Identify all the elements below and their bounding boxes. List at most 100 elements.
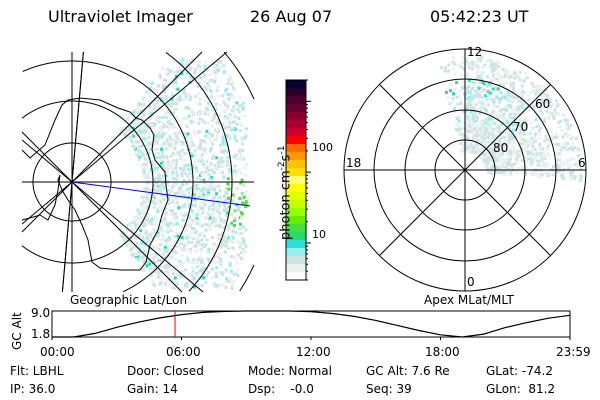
aurora-pixel xyxy=(501,156,505,160)
aurora-pixel xyxy=(124,233,128,237)
aurora-pixel xyxy=(162,248,166,252)
aurora-pixel xyxy=(168,83,172,87)
aurora-pixel xyxy=(163,114,167,118)
aurora-pixel xyxy=(160,193,164,197)
aurora-pixel xyxy=(219,259,223,263)
aurora-pixel xyxy=(517,105,521,109)
aurora-pixel xyxy=(491,133,495,137)
aurora-pixel xyxy=(486,135,490,139)
aurora-pixel xyxy=(456,127,460,131)
aurora-pixel xyxy=(119,234,123,238)
aurora-pixel xyxy=(491,119,495,123)
aurora-pixel xyxy=(135,241,139,245)
aurora-pixel xyxy=(485,109,488,113)
aurora-pixel xyxy=(543,171,547,175)
aurora-pixel xyxy=(233,102,237,106)
aurora-pixel xyxy=(564,127,568,131)
aurora-pixel xyxy=(185,285,189,288)
aurora-pixel xyxy=(238,149,242,153)
aurora-pixel xyxy=(134,235,138,239)
aurora-pixel xyxy=(518,121,522,125)
aurora-pixel xyxy=(210,267,214,271)
aurora-pixel xyxy=(163,90,167,94)
aurora-pixel xyxy=(196,84,200,88)
aurora-pixel xyxy=(507,155,511,158)
aurora-pixel xyxy=(146,129,150,133)
aurora-pixel xyxy=(175,131,179,135)
aurora-pixel xyxy=(545,147,549,151)
aurora-pixel xyxy=(221,141,225,144)
aurora-pixel xyxy=(167,195,171,199)
aurora-pixel xyxy=(193,148,197,152)
aurora-pixel xyxy=(132,110,135,114)
aurora-pixel xyxy=(540,105,544,109)
aurora-pixel xyxy=(231,209,235,213)
aurora-pixel xyxy=(146,118,150,122)
aurora-pixel xyxy=(201,211,205,214)
aurora-pixel xyxy=(469,64,473,68)
aurora-pixel xyxy=(171,152,175,155)
aurora-pixel xyxy=(207,250,211,254)
aurora-pixel xyxy=(142,171,146,175)
aurora-pixel xyxy=(228,277,232,281)
aurora-pixel xyxy=(147,192,151,195)
aurora-pixel xyxy=(156,275,160,279)
aurora-pixel xyxy=(207,257,210,261)
aurora-pixel xyxy=(145,266,149,270)
aurora-pixel xyxy=(165,147,169,151)
aurora-pixel xyxy=(198,65,202,69)
instrument-title: Ultraviolet Imager xyxy=(48,7,193,26)
aurora-pixel xyxy=(240,158,244,162)
aurora-pixel xyxy=(497,100,501,104)
aurora-pixel xyxy=(217,119,221,123)
aurora-pixel xyxy=(529,121,533,125)
aurora-pixel xyxy=(529,171,533,175)
aurora-pixel xyxy=(147,131,151,135)
aurora-pixel xyxy=(219,61,223,65)
aurora-pixel xyxy=(226,177,230,181)
aurora-pixel xyxy=(209,221,213,225)
aurora-pixel xyxy=(140,244,144,248)
aurora-pixel xyxy=(150,139,154,143)
aurora-pixel xyxy=(170,141,174,145)
aurora-pixel xyxy=(528,132,532,135)
aurora-pixel xyxy=(169,154,173,158)
aurora-pixel xyxy=(557,142,560,146)
aurora-pixel xyxy=(518,123,522,127)
aurora-pixel xyxy=(559,162,563,165)
aurora-pixel xyxy=(521,138,525,142)
aurora-pixel xyxy=(482,133,486,137)
aurora-pixel xyxy=(512,81,516,85)
aurora-pixel xyxy=(552,116,556,120)
aurora-pixel xyxy=(166,160,170,164)
aurora-pixel xyxy=(492,148,495,152)
aurora-pixel xyxy=(218,195,221,199)
aurora-pixel xyxy=(142,112,146,115)
aurora-pixel xyxy=(139,108,143,112)
aurora-pixel xyxy=(136,252,140,256)
aurora-pixel xyxy=(219,284,223,288)
aurora-pixel xyxy=(203,185,207,188)
aurora-pixel xyxy=(136,106,139,110)
aurora-pixel xyxy=(236,206,240,209)
aurora-pixel xyxy=(467,129,471,133)
aurora-pixel xyxy=(200,260,204,263)
aurora-pixel xyxy=(483,109,487,113)
aurora-pixel xyxy=(199,158,203,162)
aurora-pixel xyxy=(148,196,152,200)
aurora-pixel xyxy=(496,160,500,164)
aurora-pixel xyxy=(140,196,144,200)
aurora-pixel xyxy=(458,130,462,134)
info-filter: Flt: LBHL xyxy=(10,364,64,378)
aurora-pixel xyxy=(485,94,489,98)
aurora-pixel xyxy=(162,197,166,201)
aurora-pixel xyxy=(200,206,204,210)
aurora-pixel xyxy=(212,207,216,211)
aurora-pixel xyxy=(486,141,490,145)
aurora-pixel xyxy=(234,231,238,235)
aurora-pixel xyxy=(556,144,560,148)
aurora-pixel xyxy=(218,66,222,70)
aurora-pixel xyxy=(169,212,173,216)
aurora-pixel xyxy=(510,129,514,133)
aurora-pixel xyxy=(182,190,186,194)
